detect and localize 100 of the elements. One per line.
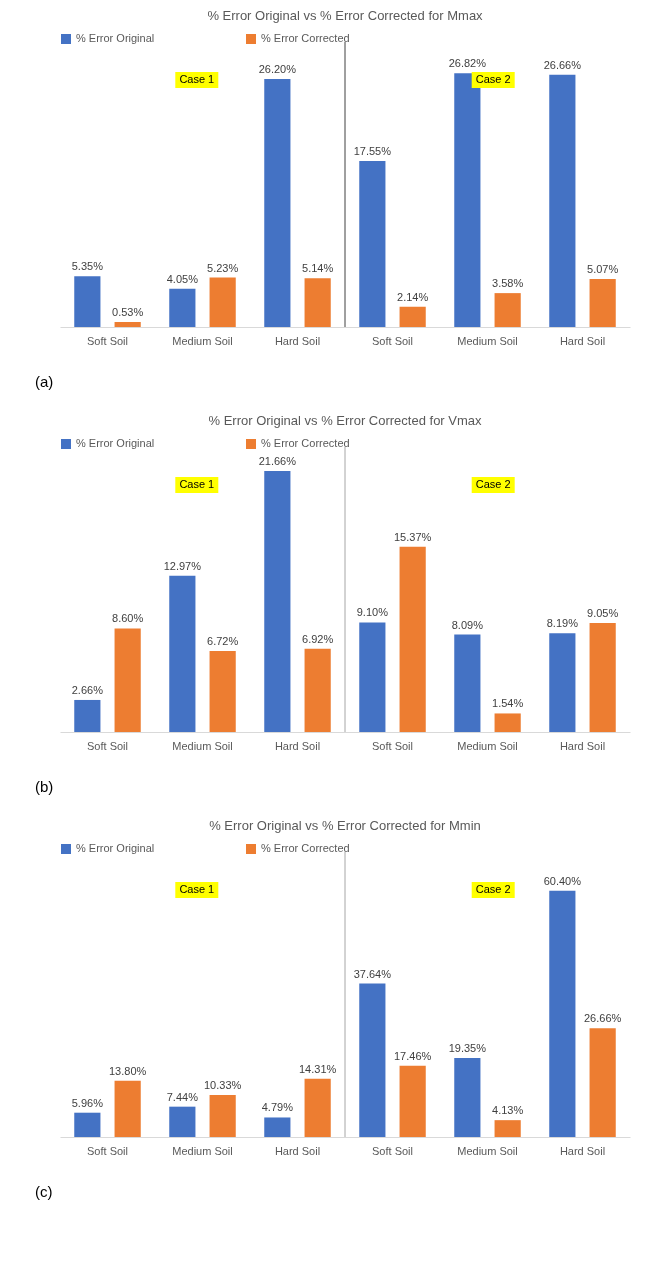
bar	[399, 306, 426, 327]
data-label: 37.64%	[353, 967, 392, 980]
bar	[114, 1080, 141, 1137]
data-label: 17.55%	[353, 144, 392, 157]
data-label: 19.35%	[448, 1042, 487, 1055]
legend-label: % Error Original	[76, 437, 155, 449]
data-label: 8.09%	[451, 618, 484, 631]
data-label: 4.13%	[492, 1104, 524, 1117]
x-tick-label: Hard Soil	[274, 739, 321, 752]
chart-title: % Error Original vs % Error Corrected for Vmax	[208, 413, 483, 428]
x-tick-label: Hard Soil	[559, 1144, 606, 1157]
data-label: 10.33%	[204, 1078, 242, 1091]
bar	[494, 293, 521, 327]
x-tick-label: Medium Soil	[457, 739, 518, 752]
bar	[589, 279, 616, 327]
bar	[304, 648, 331, 732]
bar	[454, 1058, 481, 1137]
bar	[74, 699, 101, 732]
bar	[359, 160, 386, 327]
bar	[209, 1094, 236, 1137]
legend-label: % Error Corrected	[261, 32, 350, 44]
data-label: 12.97%	[163, 559, 202, 572]
x-tick-label: Soft Soil	[372, 334, 413, 347]
x-tick-label: Soft Soil	[372, 1144, 413, 1157]
data-label: 1.54%	[492, 697, 524, 710]
bar	[304, 1078, 331, 1137]
data-label: 5.35%	[71, 260, 104, 273]
data-label: 4.79%	[261, 1101, 294, 1114]
data-label: 2.14%	[397, 290, 429, 303]
bar	[169, 575, 196, 732]
annotation: Case 1	[179, 478, 215, 490]
bar	[169, 1106, 196, 1137]
x-tick-label: Soft Soil	[87, 739, 128, 752]
bar	[74, 1112, 101, 1137]
text: (b)	[35, 778, 54, 795]
data-label: 5.14%	[302, 262, 334, 275]
bar	[264, 1117, 291, 1137]
legend-label: % Error Corrected	[261, 437, 350, 449]
annotation: Case 1	[179, 73, 215, 85]
bar	[209, 651, 236, 732]
bar	[549, 74, 576, 327]
x-tick-label: Hard Soil	[274, 334, 321, 347]
x-tick-label: Medium Soil	[457, 1144, 518, 1157]
data-label: 8.19%	[546, 617, 579, 630]
bar	[114, 628, 141, 732]
data-label: 8.60%	[112, 612, 144, 625]
data-label: 60.40%	[543, 874, 582, 887]
bar	[494, 713, 521, 732]
data-label: 15.37%	[394, 530, 432, 543]
data-label: 26.82%	[448, 57, 487, 70]
data-label: 3.58%	[492, 277, 524, 290]
data-label: 5.23%	[207, 261, 239, 274]
data-label: 4.05%	[166, 272, 199, 285]
bar	[399, 1065, 426, 1137]
text: (a)	[35, 373, 54, 390]
data-label: 26.66%	[543, 58, 582, 71]
x-tick-label: Medium Soil	[172, 334, 233, 347]
bar	[494, 1120, 521, 1137]
annotation: Case 2	[475, 73, 511, 85]
data-label: 2.66%	[71, 683, 104, 696]
x-tick-label: Hard Soil	[274, 1144, 321, 1157]
bar	[589, 622, 616, 732]
data-label: 17.46%	[394, 1049, 432, 1062]
x-tick-label: Medium Soil	[457, 334, 518, 347]
data-label: 7.44%	[166, 1090, 199, 1103]
bar	[359, 983, 386, 1137]
text: (c)	[35, 1183, 53, 1200]
bar	[304, 278, 331, 327]
x-tick-label: Soft Soil	[87, 334, 128, 347]
legend-label: % Error Original	[76, 32, 155, 44]
bar	[589, 1028, 616, 1137]
legend-label: % Error Corrected	[261, 842, 350, 854]
annotation: Case 2	[475, 883, 511, 895]
chart-title: % Error Original vs % Error Corrected for Mmax	[207, 8, 484, 23]
bar	[359, 622, 386, 732]
x-tick-label: Hard Soil	[559, 334, 606, 347]
legend-label: % Error Original	[76, 842, 155, 854]
x-tick-label: Medium Soil	[172, 1144, 233, 1157]
data-label: 14.31%	[299, 1062, 337, 1075]
x-tick-label: Medium Soil	[172, 739, 233, 752]
data-label: 6.72%	[207, 635, 239, 648]
data-label: 13.80%	[109, 1064, 147, 1077]
x-tick-label: Hard Soil	[559, 739, 606, 752]
data-label: 9.05%	[587, 606, 619, 619]
bar	[114, 321, 141, 327]
bar	[264, 79, 291, 327]
data-label: 5.96%	[71, 1096, 104, 1109]
data-label: 6.92%	[302, 632, 334, 645]
bar	[454, 634, 481, 732]
bar	[209, 277, 236, 327]
data-label: 5.07%	[587, 263, 619, 276]
data-label: 0.53%	[112, 305, 144, 318]
annotation: Case 2	[475, 478, 511, 490]
annotation: Case 1	[179, 883, 215, 895]
x-tick-label: Soft Soil	[372, 739, 413, 752]
data-label: 26.20%	[258, 63, 297, 76]
x-tick-label: Soft Soil	[87, 1144, 128, 1157]
bar	[74, 276, 101, 327]
bar	[399, 546, 426, 732]
bar	[169, 288, 196, 327]
